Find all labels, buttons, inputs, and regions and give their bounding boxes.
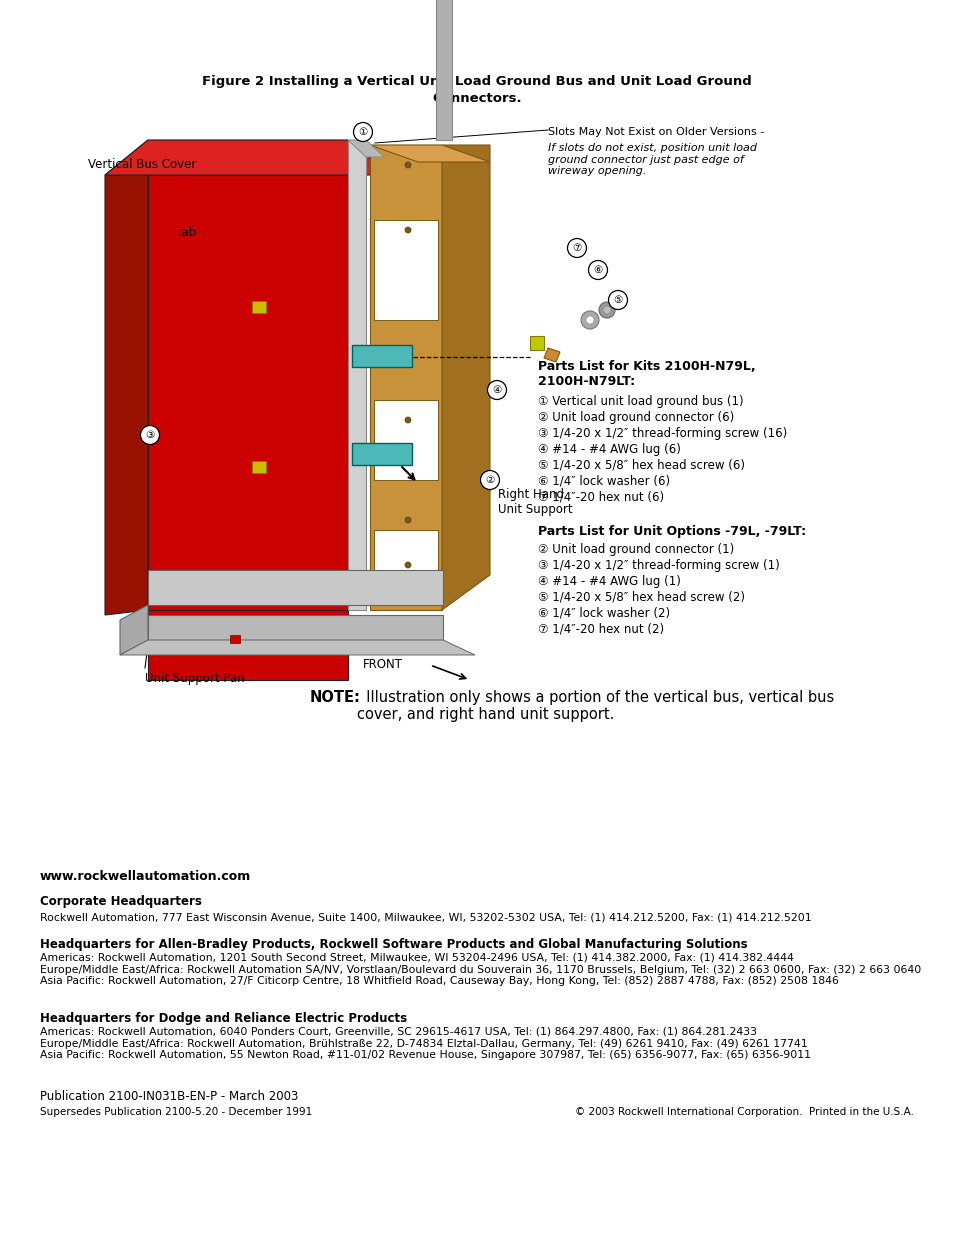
Text: Rockwell Automation, 777 East Wisconsin Avenue, Suite 1400, Milwaukee, WI, 53202: Rockwell Automation, 777 East Wisconsin … [40, 911, 811, 923]
Bar [436, 0, 452, 140]
Text: ④: ④ [492, 385, 501, 395]
Text: Headquarters for Allen-Bradley Products, Rockwell Software Products and Global M: Headquarters for Allen-Bradley Products,… [40, 939, 747, 951]
Circle shape [405, 227, 411, 233]
Text: Americas: Rockwell Automation, 6040 Ponders Court, Greenville, SC 29615-4617 USA: Americas: Rockwell Automation, 6040 Pond… [40, 1028, 810, 1060]
Circle shape [405, 517, 411, 522]
Text: Americas: Rockwell Automation, 1201 South Second Street, Milwaukee, WI 53204-249: Americas: Rockwell Automation, 1201 Sout… [40, 953, 921, 987]
Text: ① Vertical unit load ground bus (1): ① Vertical unit load ground bus (1) [537, 395, 742, 408]
Text: Publication 2100-IN031B-EN-P - March 2003: Publication 2100-IN031B-EN-P - March 200… [40, 1091, 298, 1103]
Polygon shape [120, 640, 475, 655]
Polygon shape [441, 144, 490, 610]
Text: ④ #14 - #4 AWG lug (6): ④ #14 - #4 AWG lug (6) [537, 443, 680, 456]
Text: ② Unit load ground connector (6): ② Unit load ground connector (6) [537, 411, 734, 424]
Text: ⑥ 1/4″ lock washer (2): ⑥ 1/4″ lock washer (2) [537, 606, 669, 620]
Text: Slots May Not Exist on Older Versions -: Slots May Not Exist on Older Versions - [547, 127, 763, 137]
Text: ⑤ 1/4-20 x 5/8″ hex head screw (2): ⑤ 1/4-20 x 5/8″ hex head screw (2) [537, 592, 744, 604]
Text: ⑦ 1/4″-20 hex nut (2): ⑦ 1/4″-20 hex nut (2) [537, 622, 663, 636]
Text: Supersedes Publication 2100-5.20 - December 1991: Supersedes Publication 2100-5.20 - Decem… [40, 1107, 312, 1116]
Text: Parts List for Kits 2100H-N79L,: Parts List for Kits 2100H-N79L, [537, 359, 755, 373]
Circle shape [602, 306, 610, 314]
Bar [148, 140, 348, 610]
Text: © 2003 Rockwell International Corporation.  Printed in the U.S.A.: © 2003 Rockwell International Corporatio… [575, 1107, 913, 1116]
Text: ①: ① [358, 127, 367, 137]
Circle shape [487, 380, 506, 399]
Polygon shape [105, 140, 390, 175]
Polygon shape [120, 605, 148, 655]
Text: Unit Support Pan: Unit Support Pan [145, 672, 244, 685]
Text: ⑥ 1/4″ lock washer (6): ⑥ 1/4″ lock washer (6) [537, 475, 669, 488]
Text: Figure 2 Installing a Vertical Unit Load Ground Bus and Unit Load Ground: Figure 2 Installing a Vertical Unit Load… [202, 75, 751, 88]
Circle shape [598, 303, 615, 317]
Text: Tab: Tab [175, 226, 195, 238]
Circle shape [405, 417, 411, 424]
Text: ⑥: ⑥ [593, 266, 602, 275]
Text: If slots do not exist, position unit load
ground connector just past edge of
wir: If slots do not exist, position unit loa… [547, 143, 757, 177]
Circle shape [480, 471, 499, 489]
Polygon shape [370, 144, 490, 162]
Circle shape [405, 562, 411, 568]
Bar [148, 610, 348, 680]
Text: 2100H-N79LT:: 2100H-N79LT: [537, 375, 635, 388]
Bar [148, 615, 442, 640]
Bar [252, 301, 266, 312]
Bar [374, 220, 437, 320]
Bar [230, 635, 240, 643]
Bar [374, 400, 437, 480]
Circle shape [405, 162, 411, 168]
Circle shape [405, 347, 411, 353]
Text: FRONT: FRONT [363, 658, 402, 671]
Bar [352, 443, 412, 466]
Text: ⑤ 1/4-20 x 5/8″ hex head screw (6): ⑤ 1/4-20 x 5/8″ hex head screw (6) [537, 459, 744, 472]
Bar [370, 144, 441, 610]
Text: Right Hand
Unit Support: Right Hand Unit Support [497, 488, 572, 516]
Circle shape [354, 122, 372, 142]
Bar [352, 345, 412, 367]
Text: ③ 1/4-20 x 1/2″ thread-forming screw (1): ③ 1/4-20 x 1/2″ thread-forming screw (1) [537, 559, 779, 572]
Circle shape [588, 261, 607, 279]
Text: ② Unit load ground connector (1): ② Unit load ground connector (1) [537, 543, 734, 556]
Bar [374, 530, 437, 590]
Circle shape [580, 311, 598, 329]
Text: Corporate Headquarters: Corporate Headquarters [40, 895, 202, 908]
Text: Connectors.: Connectors. [432, 91, 521, 105]
Text: Vertical Bus Cover: Vertical Bus Cover [88, 158, 195, 172]
Text: Headquarters for Dodge and Reliance Electric Products: Headquarters for Dodge and Reliance Elec… [40, 1011, 407, 1025]
Text: ⑤: ⑤ [613, 295, 622, 305]
Polygon shape [105, 140, 148, 615]
Text: www.rockwellautomation.com: www.rockwellautomation.com [40, 869, 251, 883]
Circle shape [608, 290, 627, 310]
Circle shape [140, 426, 159, 445]
Bar [148, 571, 442, 605]
Polygon shape [543, 348, 559, 362]
Circle shape [585, 316, 594, 324]
Bar [530, 336, 543, 350]
Circle shape [567, 238, 586, 258]
Text: ③ 1/4-20 x 1/2″ thread-forming screw (16): ③ 1/4-20 x 1/2″ thread-forming screw (16… [537, 427, 786, 440]
Text: ④ #14 - #4 AWG lug (1): ④ #14 - #4 AWG lug (1) [537, 576, 680, 588]
Bar [348, 140, 366, 610]
Polygon shape [348, 140, 384, 157]
Text: ⑦: ⑦ [572, 243, 581, 253]
Text: Illustration only shows a portion of the vertical bus, vertical bus
cover, and r: Illustration only shows a portion of the… [356, 690, 833, 722]
Text: NOTE:: NOTE: [310, 690, 360, 705]
Text: Parts List for Unit Options -79L, -79LT:: Parts List for Unit Options -79L, -79LT: [537, 525, 805, 538]
Text: ③: ③ [145, 430, 154, 440]
Text: ⑦ 1/4″-20 hex nut (6): ⑦ 1/4″-20 hex nut (6) [537, 492, 663, 504]
Text: ②: ② [485, 475, 494, 485]
Bar [252, 461, 266, 473]
